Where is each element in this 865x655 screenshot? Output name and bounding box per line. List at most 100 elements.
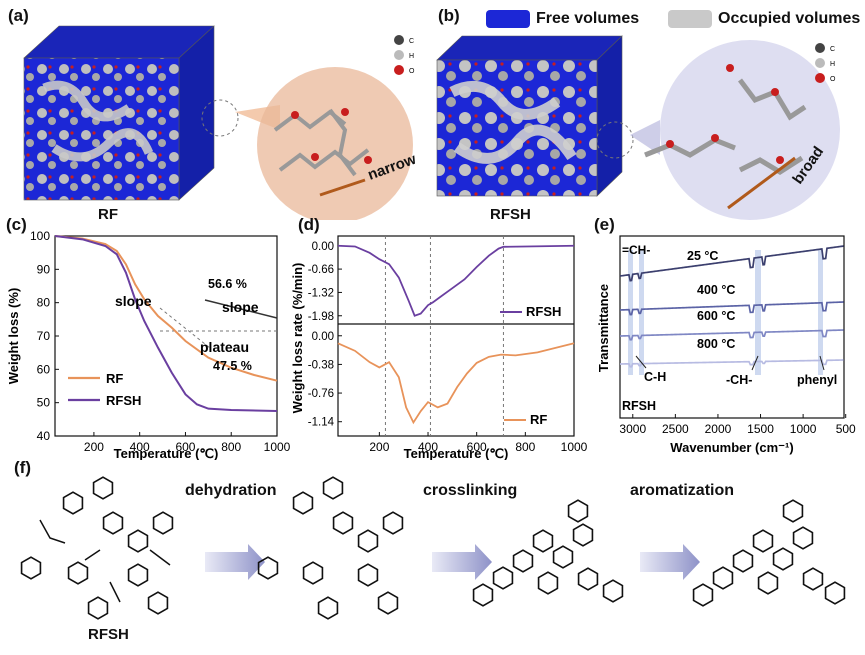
dtg-legend-rf: RF — [530, 412, 547, 427]
legend-rfsh: RFSH — [106, 393, 141, 408]
tga-series-rf — [54, 235, 278, 382]
rfsh-zoom-view: broad — [596, 40, 840, 220]
tga-xtick-label: 400 — [130, 440, 150, 454]
reaction-scheme — [20, 476, 846, 620]
dtg-ytick-label: -0.76 — [308, 388, 334, 400]
tga-ytick-label: 90 — [37, 262, 51, 276]
ftir-xlabel: Wavenumber (cm⁻¹) — [670, 440, 793, 455]
panel-e-label: (e) — [594, 215, 615, 234]
free-volume-swatch — [486, 10, 530, 28]
ftir-xtick-label: 2000 — [705, 422, 732, 436]
tga-xtick-label: 200 — [84, 440, 104, 454]
atom-h-label: H — [409, 53, 414, 60]
tga-plot-frame — [54, 235, 278, 437]
dehydrated-structure — [257, 476, 404, 620]
tga-ylabel: Weight loss (%) — [6, 288, 21, 385]
tga-xlabel: Temperature (℃) — [114, 446, 219, 460]
tga-ytick-label: 40 — [37, 429, 51, 443]
dtg-ytick-label: -1.98 — [308, 311, 334, 323]
tga-xtick-label: 1000 — [264, 440, 290, 454]
step-dehydration: dehydration — [185, 482, 277, 499]
atom-o-label: O — [409, 68, 415, 75]
tga-ytick-label: 80 — [37, 296, 51, 310]
step-aromatization: aromatization — [630, 482, 735, 499]
slope-right-label: slope — [222, 299, 259, 315]
dtg-ytick-label: -0.38 — [308, 359, 334, 371]
rfsh-simulation-cube — [436, 35, 623, 197]
step-crosslinking: crosslinking — [423, 482, 518, 499]
dtg-legend-rfsh: RFSH — [526, 304, 561, 319]
dtg-plot-frame — [337, 235, 575, 437]
atom-o-label-b: O — [830, 76, 836, 83]
ftir-xtick-label: 3000 — [619, 422, 646, 436]
dtg-ytick-label: -1.14 — [308, 417, 335, 429]
legend-free: Free volumes — [536, 10, 640, 27]
dtg-ytick-label: 0.00 — [312, 331, 334, 343]
ftir-plot-frame — [619, 235, 845, 419]
atom-c-label-b: C — [830, 46, 835, 53]
tga-ytick-label: 70 — [37, 329, 51, 343]
tga-ytick-label: 50 — [37, 396, 51, 410]
atom-c-label: C — [409, 38, 414, 45]
dtg-xtick-label: 400 — [418, 440, 438, 454]
rfsh-final-value: 47.5 % — [213, 359, 252, 373]
ftir-ch2-label: -CH- — [726, 373, 752, 387]
ftir-label-25: 25 °C — [687, 249, 718, 263]
ftir-label-800: 800 °C — [697, 337, 735, 351]
ftir-xtick-label: 1000 — [790, 422, 817, 436]
dtg-ylabel: Weight loss rate (%/min) — [290, 263, 305, 414]
ftir-label-600: 600 °C — [697, 309, 735, 323]
rfsh-structure — [20, 476, 174, 620]
panel-f-label: (f) — [14, 458, 31, 477]
panel-b-label: (b) — [438, 6, 460, 25]
ftir-xtick-label: 2500 — [662, 422, 689, 436]
crosslinked-structure — [472, 499, 624, 607]
ftir-series-2 — [619, 329, 844, 341]
tga-chart: 100 90 80 70 60 50 40 200 400 600 800 1000 56.6 % s… — [6, 229, 290, 460]
ftir-xtick-label: 500 — [836, 422, 856, 436]
rf-final-value: 56.6 % — [208, 277, 247, 291]
ftir-ylabel: Transmittance — [596, 284, 611, 372]
ftir-series-0 — [619, 245, 844, 282]
slope-left-label: slope — [115, 293, 152, 309]
dtg-ytick-label: -1.32 — [308, 287, 334, 299]
legend-rf: RF — [106, 371, 123, 386]
dtg-ytick-label: 0.00 — [312, 241, 334, 253]
dtg-xlabel: Temperature (℃) — [404, 446, 509, 460]
rf-zoom-view: narrow — [201, 67, 419, 220]
panel-c-label: (c) — [6, 215, 27, 234]
rf-simulation-cube — [23, 25, 215, 201]
ftir-sample-label: RFSH — [622, 399, 656, 413]
ftir-chart: 3000 2500 2000 1500 1000 500 =CH- 25 °C 400 °… — [596, 235, 856, 455]
atom-legend-b: C H O — [812, 40, 852, 95]
plateau-label: plateau — [200, 339, 249, 355]
panel-a-label: (a) — [8, 6, 29, 25]
rfsh-structure-label: RFSH — [88, 626, 129, 643]
ftir-phenyl-label: phenyl — [797, 373, 837, 387]
legend-occupied: Occupied volumes — [718, 10, 861, 27]
occupied-volume-swatch — [668, 10, 712, 28]
dtg-ytick-label: -0.66 — [308, 264, 334, 276]
dtg-xtick-label: 200 — [369, 440, 389, 454]
rf-caption: RF — [98, 206, 118, 223]
dtg-xtick-label: 1000 — [561, 440, 588, 454]
ftir-series-3 — [619, 359, 844, 368]
ftir-ch-label: C-H — [644, 370, 666, 384]
ftir-ch-top: =CH- — [622, 243, 650, 257]
ftir-label-400: 400 °C — [697, 283, 735, 297]
tga-ytick-label: 60 — [37, 362, 51, 376]
dtg-chart: 0.00 -0.66 -1.32 -1.98 0.00 -0.38 -0.76 -1.14 20… — [290, 235, 588, 460]
tga-series-rfsh — [54, 235, 278, 412]
ftir-series-1 — [619, 301, 844, 316]
dtg-series-rf — [337, 342, 575, 425]
atom-legend-a: C H O — [391, 32, 431, 87]
ftir-xtick-label: 1500 — [747, 422, 774, 436]
aromatized-structure — [692, 499, 846, 607]
dtg-xtick-label: 600 — [467, 440, 487, 454]
dtg-series-rfsh — [337, 244, 575, 317]
panel-d-label: (d) — [298, 215, 320, 234]
tga-ytick-label: 100 — [30, 229, 50, 243]
tga-xtick-label: 800 — [221, 440, 241, 454]
dtg-xtick-label: 800 — [515, 440, 535, 454]
tga-xtick-label: 600 — [175, 440, 195, 454]
